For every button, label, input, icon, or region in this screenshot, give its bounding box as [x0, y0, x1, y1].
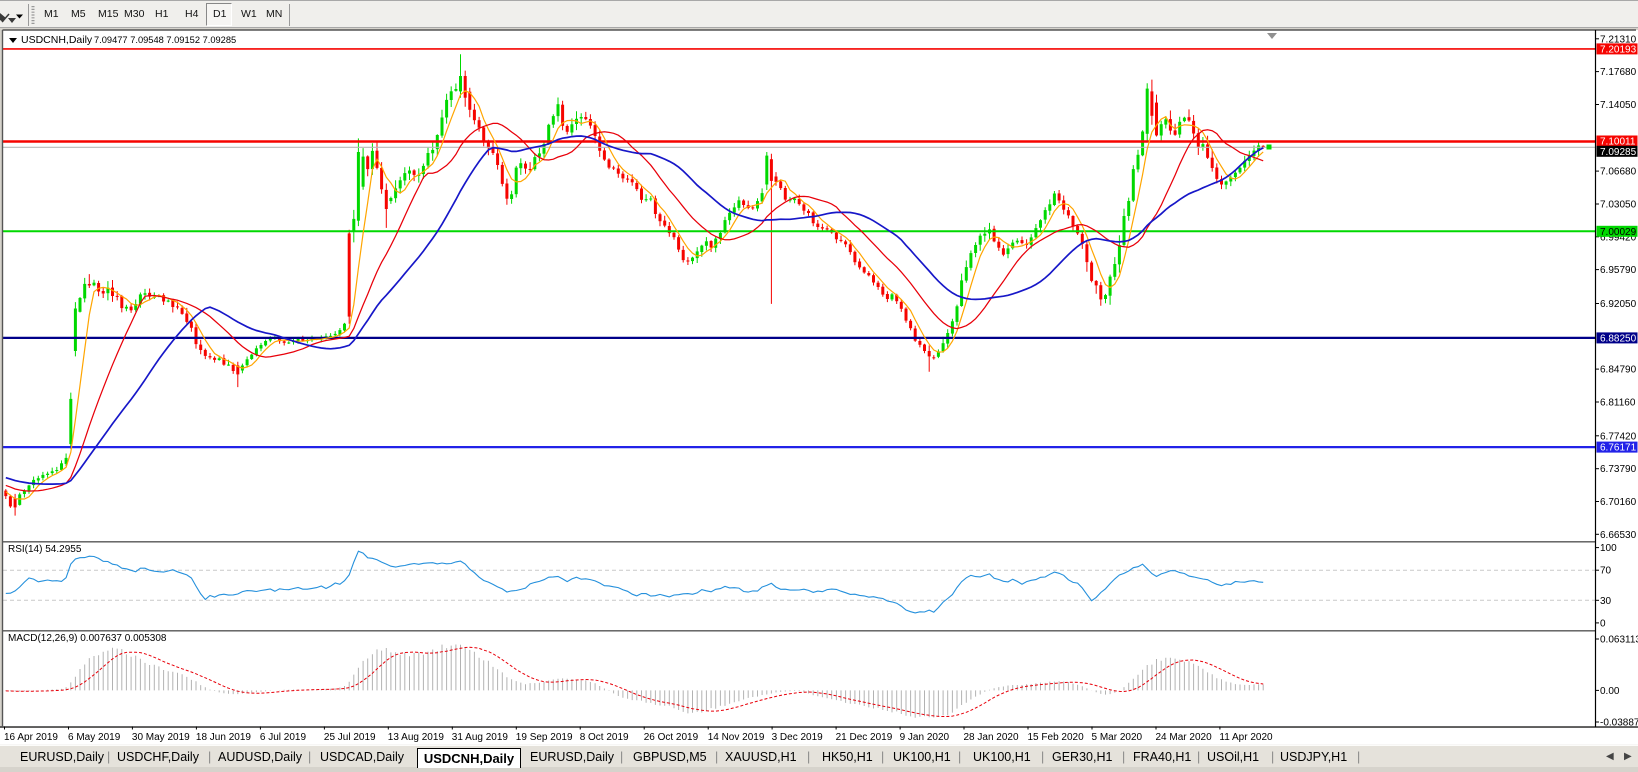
svg-text:21 Dec 2019: 21 Dec 2019 [836, 732, 893, 743]
svg-text:30: 30 [1600, 596, 1612, 607]
svg-text:7.00029: 7.00029 [1600, 227, 1637, 238]
svg-text:3 Dec 2019: 3 Dec 2019 [772, 732, 824, 743]
svg-text:6.95790: 6.95790 [1600, 265, 1637, 276]
svg-text:100: 100 [1600, 543, 1617, 554]
svg-text:7.06680: 7.06680 [1600, 167, 1637, 178]
svg-text:6.66530: 6.66530 [1600, 530, 1637, 541]
svg-text:18 Jun 2019: 18 Jun 2019 [196, 732, 251, 743]
svg-text:MACD(12,26,9) 0.007637 0.00530: MACD(12,26,9) 0.007637 0.005308 [8, 633, 167, 644]
svg-text:30 May 2019: 30 May 2019 [132, 732, 190, 743]
svg-text:7.10011: 7.10011 [1600, 137, 1636, 148]
svg-text:7.14050: 7.14050 [1600, 100, 1637, 111]
svg-text:7.09477 7.09548 7.09152 7.0928: 7.09477 7.09548 7.09152 7.09285 [94, 35, 236, 45]
svg-text:6.99420: 6.99420 [1600, 232, 1637, 243]
svg-text:9 Jan 2020: 9 Jan 2020 [900, 732, 950, 743]
svg-text:19 Sep 2019: 19 Sep 2019 [516, 732, 573, 743]
svg-text:0: 0 [1600, 618, 1606, 629]
svg-text:13 Aug 2019: 13 Aug 2019 [388, 732, 445, 743]
svg-text:0.063113: 0.063113 [1600, 635, 1638, 646]
svg-text:-0.038872: -0.038872 [1600, 718, 1638, 729]
svg-text:5 Mar 2020: 5 Mar 2020 [1092, 732, 1143, 743]
svg-text:6.84790: 6.84790 [1600, 365, 1637, 376]
svg-text:6.81160: 6.81160 [1600, 398, 1636, 409]
svg-text:6.92050: 6.92050 [1600, 299, 1637, 310]
svg-text:6.70160: 6.70160 [1600, 497, 1637, 508]
svg-text:6.73790: 6.73790 [1600, 464, 1637, 475]
svg-text:6 Jul 2019: 6 Jul 2019 [260, 732, 307, 743]
svg-text:7.03050: 7.03050 [1600, 200, 1637, 211]
svg-text:7.20193: 7.20193 [1600, 44, 1637, 55]
svg-text:RSI(14) 54.2955: RSI(14) 54.2955 [8, 544, 82, 555]
svg-text:0.00: 0.00 [1600, 686, 1620, 697]
svg-text:6.76171: 6.76171 [1600, 443, 1637, 454]
svg-text:6.88250: 6.88250 [1600, 333, 1637, 344]
svg-text:25 Jul 2019: 25 Jul 2019 [324, 732, 376, 743]
svg-text:14 Nov 2019: 14 Nov 2019 [708, 732, 765, 743]
svg-text:6 May 2019: 6 May 2019 [68, 732, 121, 743]
svg-text:26 Oct 2019: 26 Oct 2019 [644, 732, 699, 743]
svg-text:70: 70 [1600, 566, 1612, 577]
svg-text:11 Apr 2020: 11 Apr 2020 [1219, 732, 1273, 743]
svg-text:31 Aug 2019: 31 Aug 2019 [452, 732, 509, 743]
svg-text:7.21310: 7.21310 [1600, 34, 1637, 45]
svg-text:24 Mar 2020: 24 Mar 2020 [1156, 732, 1213, 743]
svg-text:6.77420: 6.77420 [1600, 431, 1637, 442]
svg-text:8 Oct 2019: 8 Oct 2019 [580, 732, 629, 743]
svg-text:28 Jan 2020: 28 Jan 2020 [964, 732, 1019, 743]
svg-text:7.09285: 7.09285 [1600, 147, 1637, 158]
svg-text:15 Feb 2020: 15 Feb 2020 [1028, 732, 1085, 743]
svg-text:7.17680: 7.17680 [1600, 67, 1637, 78]
svg-text:USDCNH,Daily: USDCNH,Daily [21, 34, 93, 46]
svg-text:16 Apr 2019: 16 Apr 2019 [4, 732, 58, 743]
